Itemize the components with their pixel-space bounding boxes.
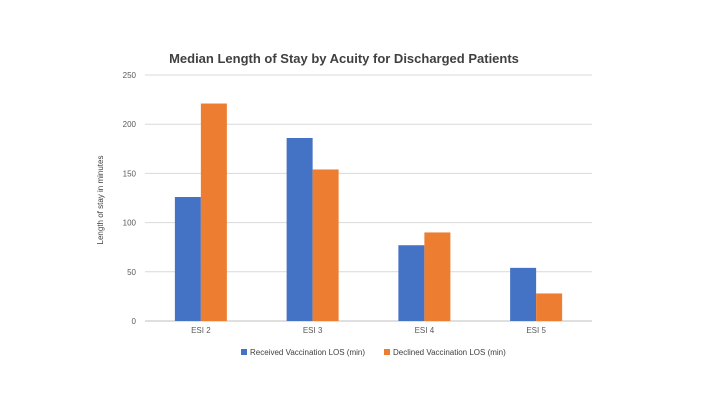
y-tick-label: 250 (123, 71, 137, 80)
bar (510, 267, 537, 321)
bar (200, 103, 227, 321)
legend-label: Declined Vaccination LOS (min) (393, 348, 506, 357)
x-tick-label: ESI 2 (191, 326, 211, 335)
y-tick-label: 200 (123, 120, 137, 129)
bar (286, 137, 313, 321)
y-tick-label: 0 (132, 317, 137, 326)
chart-title: Median Length of Stay by Acuity for Disc… (169, 51, 519, 66)
bar (536, 293, 563, 321)
bar (312, 169, 339, 321)
bar (174, 197, 201, 321)
bar (424, 232, 451, 321)
legend-swatch (384, 349, 390, 355)
y-axis-title: Length of stay in minutes (96, 156, 105, 245)
legend-swatch (241, 349, 247, 355)
x-tick-labels: ESI 2 ESI 3 ESI 4 ESI 5 (191, 326, 546, 335)
legend: Received Vaccination LOS (min) Declined V… (241, 348, 506, 357)
bar (398, 245, 425, 321)
x-tick-label: ESI 3 (303, 326, 323, 335)
y-tick-label: 50 (127, 268, 136, 277)
legend-label: Received Vaccination LOS (min) (250, 348, 365, 357)
y-tick-label: 150 (123, 169, 137, 178)
bars (174, 103, 563, 321)
x-tick-label: ESI 5 (526, 326, 546, 335)
y-tick-labels: 0 50 100 150 200 250 (123, 71, 137, 326)
x-tick-label: ESI 4 (415, 326, 435, 335)
y-tick-label: 100 (123, 219, 137, 228)
